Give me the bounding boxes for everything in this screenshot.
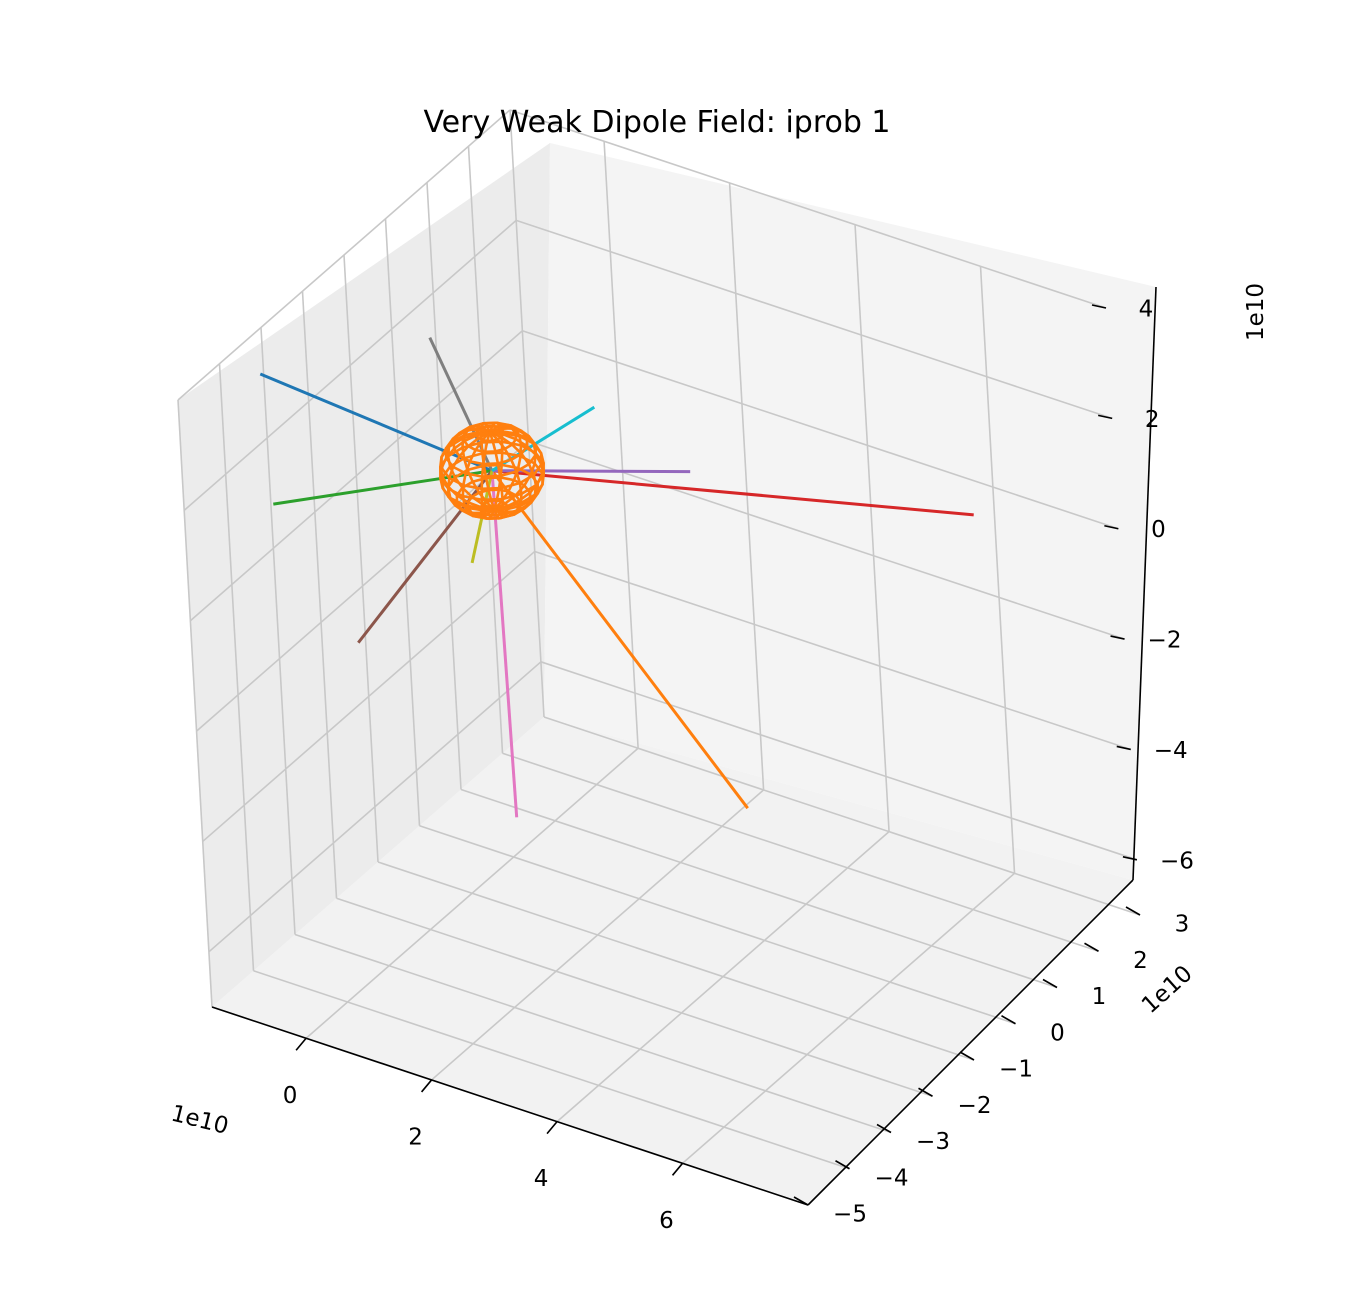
y-tick — [1125, 906, 1141, 916]
y-tick — [918, 1087, 933, 1097]
y-tick — [959, 1051, 975, 1061]
y-tick — [1001, 1015, 1016, 1025]
x-tick-label: 6 — [659, 1208, 674, 1234]
y-gridline-left — [384, 218, 421, 826]
x-tick-label: 2 — [408, 1124, 423, 1150]
y-gridline-floor — [419, 824, 1016, 1025]
y-tick — [1084, 942, 1099, 952]
sphere-longitude — [488, 431, 505, 520]
z-tick-label: 0 — [1151, 517, 1166, 543]
z-gridline-left — [202, 550, 536, 843]
sphere-longitude — [480, 431, 496, 521]
z-tick-label: 4 — [1139, 297, 1154, 323]
sphere-longitude — [446, 430, 495, 515]
y-axis-line — [807, 879, 1134, 1206]
y-gridline-left — [343, 254, 379, 863]
sphere-longitude — [461, 424, 496, 511]
series-line-2 — [490, 469, 749, 810]
z-tick-label: −2 — [1148, 628, 1182, 654]
z-tick — [1098, 414, 1113, 420]
z-tick-label: −4 — [1154, 738, 1188, 764]
x-gridline-back — [728, 182, 765, 790]
sphere-longitude — [488, 421, 504, 510]
z-tick-label: −6 — [1160, 848, 1194, 874]
z-tick-label: 2 — [1145, 407, 1160, 433]
sphere-longitude — [489, 427, 537, 511]
y-tick-label: 1 — [1092, 984, 1107, 1010]
z-axis-line — [1132, 286, 1157, 881]
z-tick — [1104, 524, 1119, 530]
z-tick — [1116, 745, 1131, 751]
wireframe-sphere — [438, 421, 546, 521]
x-tick — [420, 1079, 433, 1093]
left-pane — [178, 143, 550, 1007]
sphere-longitude — [438, 430, 495, 511]
chart-title: Very Weak Dipole Field: iprob 1 — [423, 105, 890, 140]
y-gridline-left — [260, 327, 296, 935]
y-gridline-floor — [543, 716, 1141, 916]
y-tick — [1042, 978, 1058, 989]
z-gridline-back — [522, 329, 1119, 530]
y-tick-label: −2 — [958, 1093, 992, 1119]
sphere-longitude — [489, 430, 545, 511]
z-axis-offset-label: 1e10 — [1243, 283, 1269, 341]
y-gridline-left — [509, 109, 545, 718]
y-gridline-floor — [253, 969, 850, 1170]
x-tick — [671, 1162, 684, 1176]
axis-lines — [211, 286, 1157, 1206]
x-tick — [546, 1121, 558, 1135]
z-tick — [1091, 304, 1107, 309]
x-tick-label: 0 — [283, 1083, 298, 1109]
y-gridline-left — [177, 399, 213, 1008]
sphere-longitude — [488, 431, 523, 518]
y-gridline-floor — [336, 897, 933, 1098]
y-tick-label: −1 — [999, 1057, 1033, 1083]
z-gridline-left — [189, 330, 523, 622]
series-line-7 — [490, 470, 519, 818]
z-gridline-back — [528, 440, 1125, 640]
y-tick-label: −4 — [875, 1165, 909, 1191]
y-gridline-floor — [294, 933, 892, 1134]
z-gridline-back — [515, 219, 1113, 420]
x-axis-line — [211, 1006, 809, 1206]
y-tick-label: 0 — [1050, 1020, 1065, 1046]
z-tick — [1122, 856, 1138, 861]
z-gridline-left — [183, 219, 517, 511]
z-gridline-left — [196, 440, 530, 732]
y-gridline-left — [426, 182, 462, 790]
sphere-longitude — [461, 431, 495, 519]
y-tick-label: 2 — [1133, 948, 1148, 974]
z-gridline-back — [540, 661, 1138, 861]
z-gridline-left — [177, 109, 511, 401]
z-gridline-back — [534, 550, 1131, 751]
back-pane — [544, 143, 1156, 880]
y-tick — [835, 1160, 850, 1170]
sphere-longitude — [439, 430, 495, 512]
y-gridline-left — [218, 363, 255, 971]
series-line-4 — [491, 469, 974, 517]
z-gridline-back — [509, 109, 1107, 309]
x-gridline-back — [979, 266, 1016, 874]
x-tick-label: 4 — [534, 1166, 549, 1192]
y-tick — [876, 1123, 892, 1134]
y-gridline-floor — [460, 788, 1058, 989]
y-gridline-floor — [377, 861, 975, 1061]
x-gridline-back — [854, 224, 890, 832]
y-tick-label: −3 — [916, 1129, 950, 1155]
x-gridline-back — [603, 141, 639, 749]
y-tick-label: 3 — [1175, 912, 1190, 938]
sphere-longitude — [489, 423, 523, 511]
x-axis-offset-label: 1e10 — [168, 1101, 231, 1140]
y-gridline-floor — [502, 752, 1099, 953]
y-tick — [793, 1196, 809, 1206]
z-gridline-left — [208, 661, 542, 953]
z-tick — [1110, 635, 1125, 640]
y-tick-label: −5 — [833, 1202, 867, 1228]
series-line-1 — [259, 372, 493, 473]
x-tick — [295, 1037, 307, 1051]
